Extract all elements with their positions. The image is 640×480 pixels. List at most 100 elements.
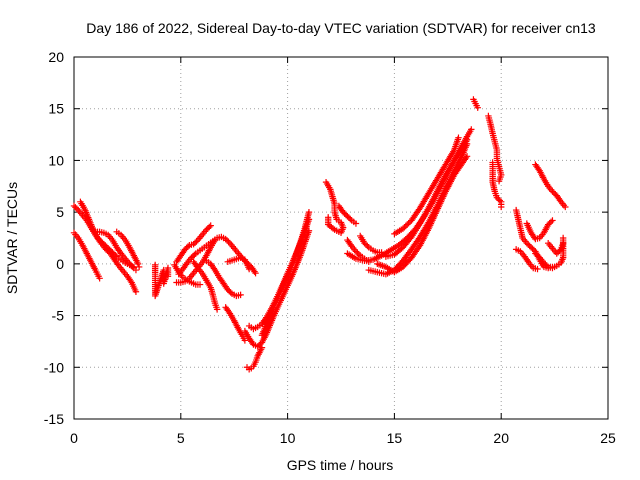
data-point [207, 222, 214, 229]
data-point [225, 238, 232, 245]
series-arc-4 [92, 228, 140, 274]
series-arc-20 [335, 202, 360, 227]
data-point [533, 251, 540, 259]
data-point [562, 203, 569, 211]
data-point [224, 286, 231, 293]
data-point [72, 204, 79, 211]
plot-frame [73, 56, 609, 420]
series-arc-18 [258, 208, 313, 339]
data-point [191, 239, 199, 247]
data-point [354, 249, 361, 257]
data-point [305, 208, 313, 216]
data-point [550, 189, 558, 197]
series-arc-12 [203, 257, 244, 300]
data-point [546, 219, 553, 227]
series-arc-31 [532, 161, 569, 211]
series-arc-10 [173, 222, 214, 265]
y-tick-label: -15 [44, 411, 64, 427]
data-point [96, 275, 103, 282]
data-point [342, 211, 350, 219]
data-point [549, 217, 556, 224]
x-tick-label: 10 [280, 430, 296, 446]
data-point [241, 337, 249, 344]
data-point [525, 241, 532, 248]
data-point [549, 188, 556, 195]
data-marks [70, 96, 569, 373]
data-point [70, 202, 78, 210]
chart-title: Day 186 of 2022, Sidereal Day-to-day VTE… [86, 20, 596, 36]
y-tick-label: 20 [48, 49, 64, 65]
data-point [542, 261, 549, 268]
data-point [401, 224, 408, 231]
data-point [554, 248, 562, 256]
y-tick-label: -10 [44, 359, 64, 375]
data-point [222, 235, 229, 243]
data-point [252, 269, 259, 277]
data-point [361, 239, 368, 247]
data-point [184, 243, 192, 250]
data-point [547, 218, 555, 225]
series-arc-29 [485, 112, 505, 185]
data-point [344, 213, 351, 220]
data-point [188, 254, 195, 261]
data-point [181, 246, 189, 253]
y-tick-label: 15 [48, 101, 64, 117]
series-arc-28 [470, 96, 481, 111]
data-point [556, 247, 563, 254]
data-point [134, 260, 142, 268]
series-arc-26 [382, 136, 471, 260]
x-tick-label: 20 [493, 430, 509, 446]
data-point [191, 251, 198, 259]
data-point [196, 281, 204, 288]
series-arc-36 [544, 239, 567, 257]
series-arc-5 [113, 228, 143, 271]
y-tick-label: 5 [56, 204, 64, 220]
data-point [339, 208, 347, 216]
y-tick-label: 0 [56, 256, 64, 272]
data-point [455, 134, 462, 141]
grid [74, 57, 608, 419]
series-arc-33 [512, 246, 541, 273]
data-point [245, 265, 253, 273]
data-point [463, 136, 471, 143]
data-point [193, 238, 200, 245]
data-point [364, 242, 371, 250]
data-point [132, 288, 140, 295]
data-point [347, 215, 354, 223]
data-point [405, 219, 412, 227]
y-tick-label: -5 [52, 308, 65, 324]
data-point [559, 239, 567, 247]
data-point [404, 221, 411, 228]
data-point [495, 177, 503, 185]
series-arc-2 [70, 229, 103, 282]
data-point [495, 195, 502, 203]
data-point [189, 253, 197, 260]
x-axis-label: GPS time / hours [287, 457, 394, 473]
data-point [204, 225, 212, 232]
data-point [102, 246, 110, 253]
data-point [496, 197, 503, 204]
data-point [474, 104, 481, 111]
data-point [468, 126, 475, 133]
data-point [352, 248, 360, 255]
data-point [352, 220, 360, 227]
data-point [129, 263, 136, 270]
data-point [183, 244, 190, 252]
series-arc-25 [374, 153, 471, 276]
y-axis-label: SDTVAR / TECUs [4, 182, 20, 294]
data-point [164, 273, 172, 280]
data-point [135, 263, 143, 271]
data-point [493, 194, 501, 201]
series-arc-11 [190, 258, 221, 313]
data-point [535, 253, 542, 260]
data-point [534, 265, 541, 273]
data-point [355, 251, 362, 258]
data-point [126, 260, 133, 268]
data-point [223, 237, 231, 244]
series-arc-15 [243, 344, 266, 373]
data-point [127, 262, 135, 269]
data-point [190, 241, 197, 248]
data-point [532, 250, 539, 257]
data-point [523, 239, 531, 247]
